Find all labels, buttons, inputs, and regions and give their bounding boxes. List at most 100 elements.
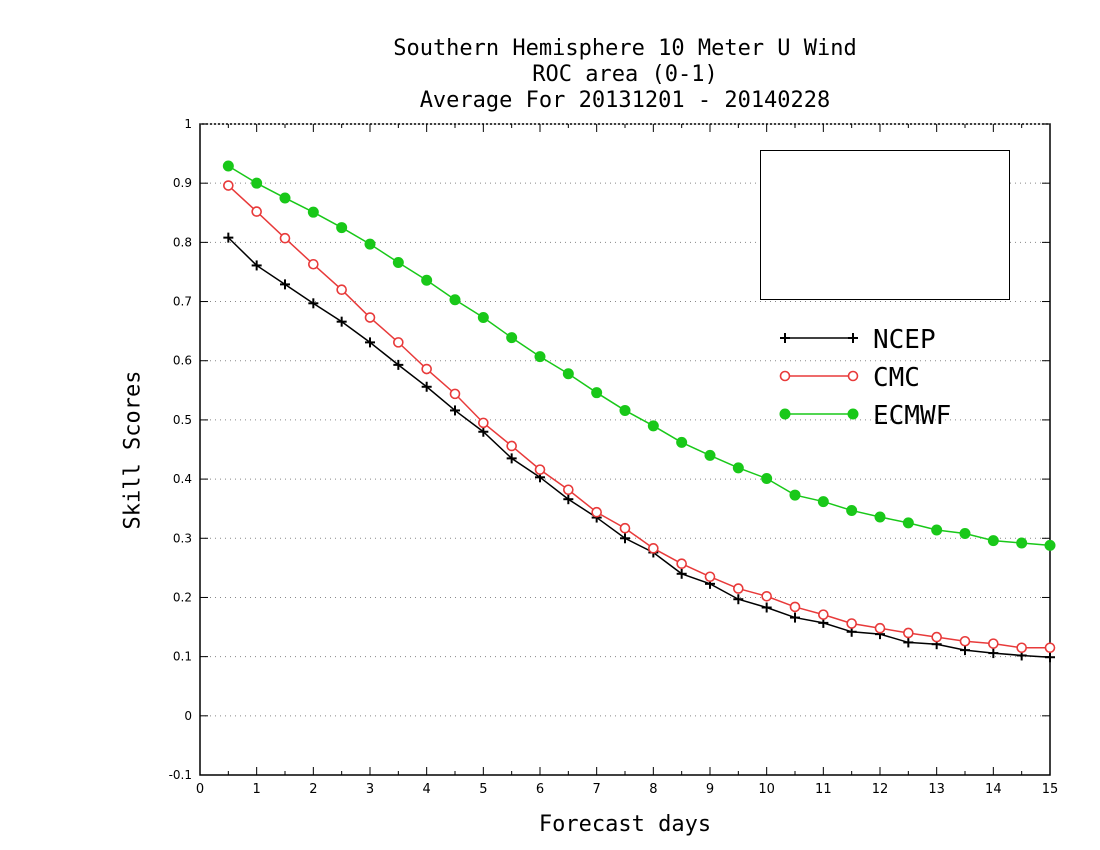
legend-marker-ecmwf — [779, 408, 791, 420]
y-tick-label: 0.1 — [173, 650, 192, 664]
series-line-ncep — [227, 237, 1051, 658]
x-tick-label: 0 — [196, 782, 204, 797]
data-point-ecmwf — [874, 511, 886, 523]
data-point-ecmwf — [477, 312, 489, 324]
data-point-cmc — [789, 601, 801, 613]
data-point-cmc — [619, 522, 631, 534]
data-point-ncep — [421, 381, 432, 392]
data-point-cmc — [449, 388, 461, 400]
data-point-ecmwf — [392, 256, 404, 268]
y-tick-label: 0.2 — [173, 590, 192, 604]
data-point-cmc — [1044, 642, 1056, 654]
legend-swatch-cmc — [779, 370, 859, 382]
data-point-ncep — [790, 612, 800, 623]
legend-marker-ecmwf — [847, 408, 859, 420]
x-tick-label: 10 — [758, 782, 775, 797]
data-point-ecmwf — [846, 504, 858, 516]
data-point-cmc — [279, 232, 291, 244]
data-point-ncep — [1045, 652, 1055, 663]
chart-subtitle-1: ROC area (0-1) — [532, 62, 718, 87]
data-point-cmc — [534, 464, 546, 475]
y-tick-label: 0.3 — [173, 531, 192, 545]
data-point-ecmwf — [222, 160, 234, 172]
data-point-cmc — [846, 618, 857, 629]
data-point-cmc — [959, 635, 971, 647]
data-point-ecmwf — [591, 387, 603, 399]
legend-label-ecmwf: ECMWF — [873, 401, 952, 431]
x-tick-label: 5 — [479, 782, 487, 797]
chart-subtitle-2: Average For 20131201 - 20140228 — [419, 88, 831, 113]
x-tick-label: 11 — [815, 782, 832, 797]
data-point-ncep — [336, 316, 347, 327]
data-point-cmc — [903, 627, 914, 639]
y-tick-label: 1 — [184, 117, 192, 131]
data-point-ncep — [620, 533, 630, 544]
data-point-cmc — [818, 609, 829, 620]
data-point-ecmwf — [506, 332, 518, 344]
legend-item-ecmwf: ECMWF — [761, 399, 1009, 431]
y-tick-label: 0.6 — [173, 354, 192, 368]
data-point-ecmwf — [279, 192, 291, 204]
data-point-ecmwf — [364, 238, 376, 250]
x-tick-label: 4 — [423, 782, 431, 797]
data-point-ecmwf — [534, 351, 546, 363]
data-point-ncep — [251, 260, 262, 271]
y-tick-label: 0.4 — [173, 472, 192, 486]
data-point-ncep — [223, 232, 234, 243]
x-tick-label: 1 — [253, 782, 261, 797]
data-point-ncep — [761, 602, 772, 613]
data-point-cmc — [1016, 642, 1027, 654]
legend-marker-ncep — [780, 333, 790, 343]
chart-title: Southern Hemisphere 10 Meter U Wind — [393, 36, 857, 61]
data-point-ncep — [960, 645, 970, 656]
legend-swatch-ecmwf — [779, 408, 859, 420]
data-point-ecmwf — [449, 294, 461, 306]
data-point-ecmwf — [704, 449, 716, 461]
data-point-ecmwf — [902, 517, 914, 529]
data-point-ncep — [280, 279, 290, 290]
series-cmc — [223, 180, 1056, 654]
y-tick-label: 0.7 — [173, 295, 192, 309]
x-tick-label: 2 — [309, 782, 317, 797]
series-ncep — [223, 232, 1055, 663]
data-point-ecmwf — [789, 489, 801, 501]
data-point-ecmwf — [1016, 537, 1028, 549]
data-point-cmc — [223, 180, 234, 191]
data-point-cmc — [988, 638, 999, 649]
x-tick-label: 3 — [366, 782, 374, 797]
data-point-ncep — [988, 648, 999, 659]
data-point-ecmwf — [676, 436, 688, 448]
data-point-cmc — [874, 622, 886, 634]
data-point-ncep — [903, 637, 914, 648]
data-point-cmc — [421, 363, 432, 375]
data-point-cmc — [648, 543, 659, 554]
x-tick-label: 12 — [872, 782, 889, 797]
data-point-ecmwf — [336, 222, 348, 234]
data-point-ecmwf — [959, 528, 971, 540]
series-ecmwf — [222, 160, 1056, 551]
data-point-ncep — [478, 426, 489, 437]
data-point-ecmwf — [732, 462, 744, 474]
x-tick-label: 9 — [706, 782, 714, 797]
data-point-ncep — [393, 359, 404, 370]
x-axis-label: Forecast days — [538, 812, 712, 837]
y-axis-label: Skill Scores — [120, 370, 146, 530]
data-point-ecmwf — [562, 368, 574, 380]
legend-item-cmc: CMC — [761, 361, 1009, 393]
data-point-ecmwf — [251, 177, 263, 189]
y-tick-label: 0.8 — [173, 235, 192, 249]
data-point-cmc — [591, 506, 602, 518]
data-point-cmc — [931, 631, 942, 643]
y-tick-label: 0 — [184, 709, 192, 723]
data-point-ncep — [563, 494, 574, 505]
y-tick-label: -0.1 — [169, 768, 192, 782]
data-point-cmc — [393, 337, 404, 348]
data-point-ncep — [733, 594, 744, 605]
legend-item-ncep: NCEP — [761, 323, 1009, 355]
legend-label-ncep: NCEP — [873, 325, 936, 355]
data-point-cmc — [308, 258, 319, 270]
data-point-cmc — [506, 440, 517, 452]
data-point-ncep — [450, 405, 460, 416]
data-point-ncep — [506, 453, 517, 464]
data-point-ncep — [308, 298, 319, 309]
